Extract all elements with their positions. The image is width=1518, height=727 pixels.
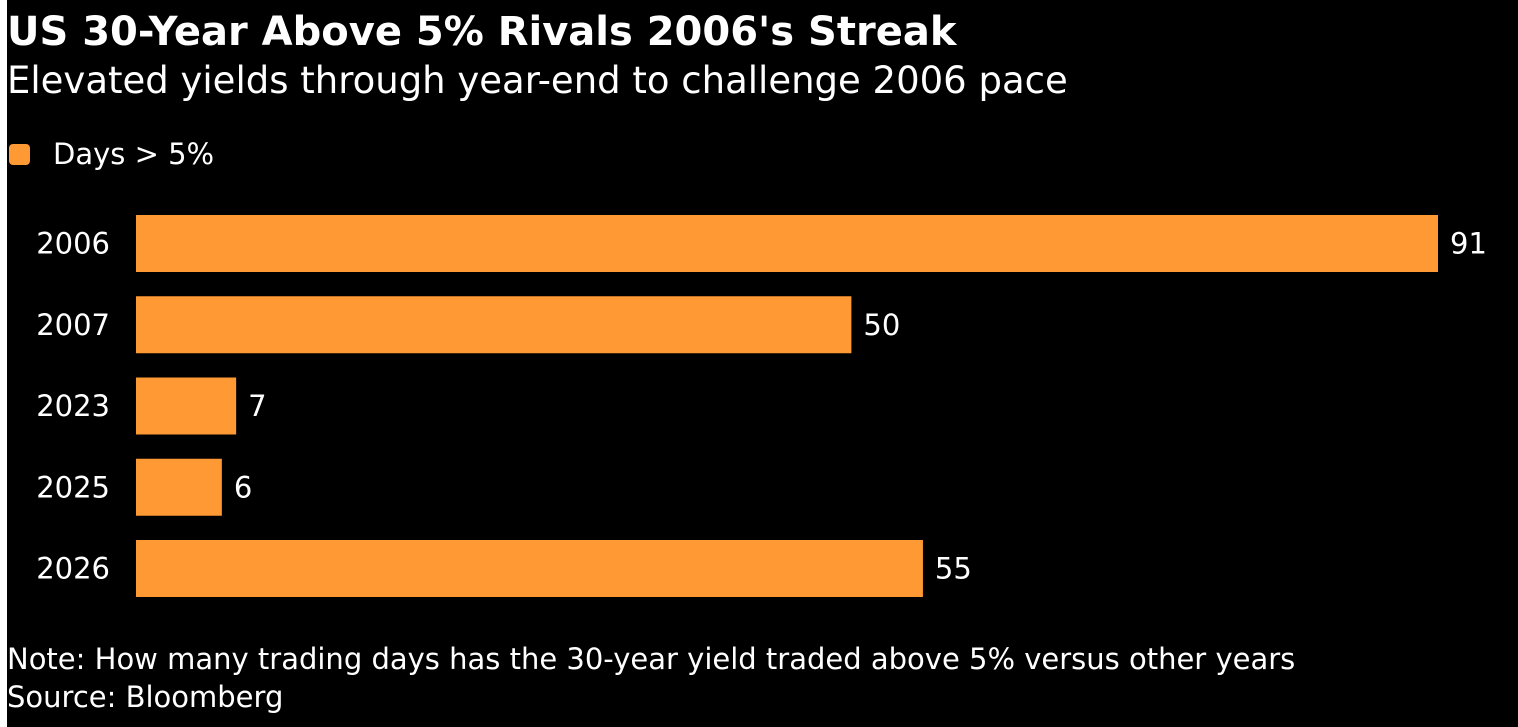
- legend-label: Days > 5%: [53, 137, 215, 171]
- category-label: 2006: [36, 227, 110, 261]
- chart-source: Source: Bloomberg: [7, 680, 284, 714]
- bar-2025: [136, 458, 222, 516]
- legend-swatch: [9, 143, 30, 165]
- bar-2007: [136, 296, 852, 354]
- data-label: 55: [935, 552, 972, 586]
- chart-subtitle: Elevated yields through year-end to chal…: [7, 59, 1068, 102]
- data-label: 6: [234, 470, 252, 504]
- category-label: 2023: [36, 389, 110, 423]
- data-label: 50: [863, 308, 900, 342]
- data-label: 7: [248, 389, 266, 423]
- chart-note: Note: How many trading days has the 30-y…: [7, 642, 1296, 676]
- legend: Days > 5%: [9, 136, 214, 172]
- bar-2006: [136, 215, 1438, 272]
- category-label: 2025: [36, 470, 110, 504]
- chart-canvas: US 30-Year Above 5% Rivals 2006's Streak…: [7, 0, 1518, 727]
- category-label: 2026: [36, 552, 110, 586]
- bar-chart: 2006 91 2007 50 2023 7 2025 6 2026 55: [36, 215, 1487, 597]
- chart-title: US 30-Year Above 5% Rivals 2006's Streak: [7, 9, 957, 55]
- category-label: 2007: [36, 308, 110, 342]
- data-label: 91: [1450, 227, 1487, 261]
- bar-2026: [136, 540, 923, 597]
- bar-2023: [136, 377, 237, 435]
- chart-footer: Note: How many trading days has the 30-y…: [7, 640, 1295, 716]
